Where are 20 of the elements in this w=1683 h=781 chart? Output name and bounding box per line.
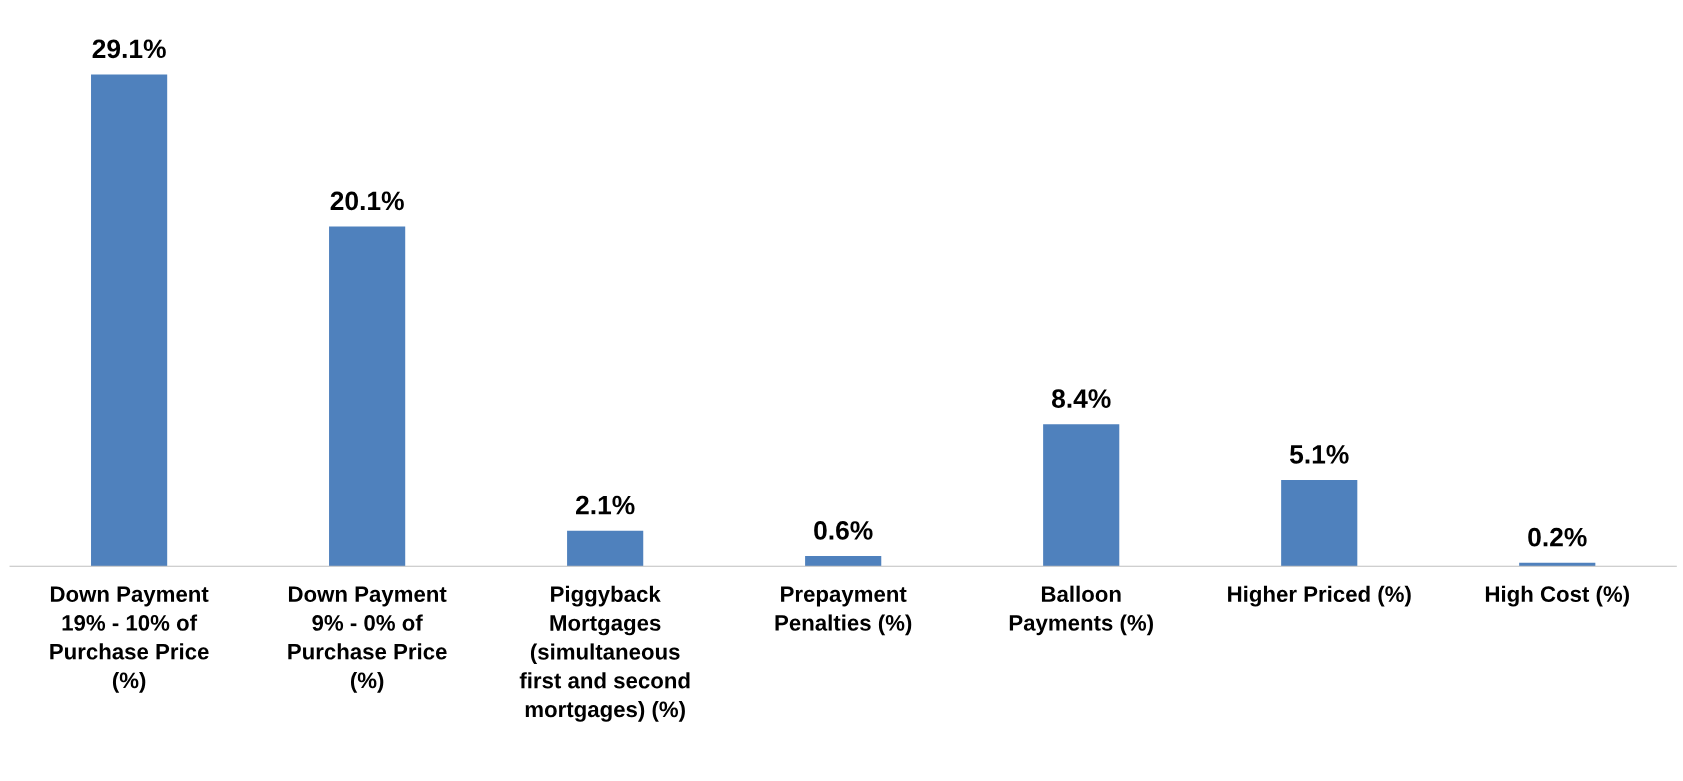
x-tick-label: Higher Priced (%) (1228, 585, 1411, 607)
x-tick-label: Piggyback Mortgages (simultaneous first and second mortgages) (%) (519, 585, 690, 722)
x-tick-label: Down Payment 9% - 0% of Purchase Price (%) (288, 586, 447, 693)
bar (91, 74, 168, 567)
x-tick-label: Balloon Payments (%) (1009, 585, 1153, 636)
x-tick-label: Down Payment 19% - 10% of Purchase Price (%) (50, 586, 209, 693)
data-label: 2.1% (576, 495, 635, 515)
data-label: 0.2% (1528, 527, 1587, 547)
data-label: 29.1% (92, 39, 166, 59)
data-label: 8.4% (1051, 389, 1111, 408)
bar (567, 530, 644, 567)
bar (805, 556, 882, 567)
bar (1043, 424, 1120, 567)
x-tick-label: Prepayment Penalties (%) (775, 586, 912, 636)
data-label: 5.1% (1289, 445, 1349, 464)
bar (329, 226, 406, 567)
bar (1281, 480, 1358, 567)
x-tick-label: High Cost (%) (1485, 585, 1629, 607)
data-label: 20.1% (330, 191, 404, 211)
data-label: 0.6% (814, 521, 873, 540)
